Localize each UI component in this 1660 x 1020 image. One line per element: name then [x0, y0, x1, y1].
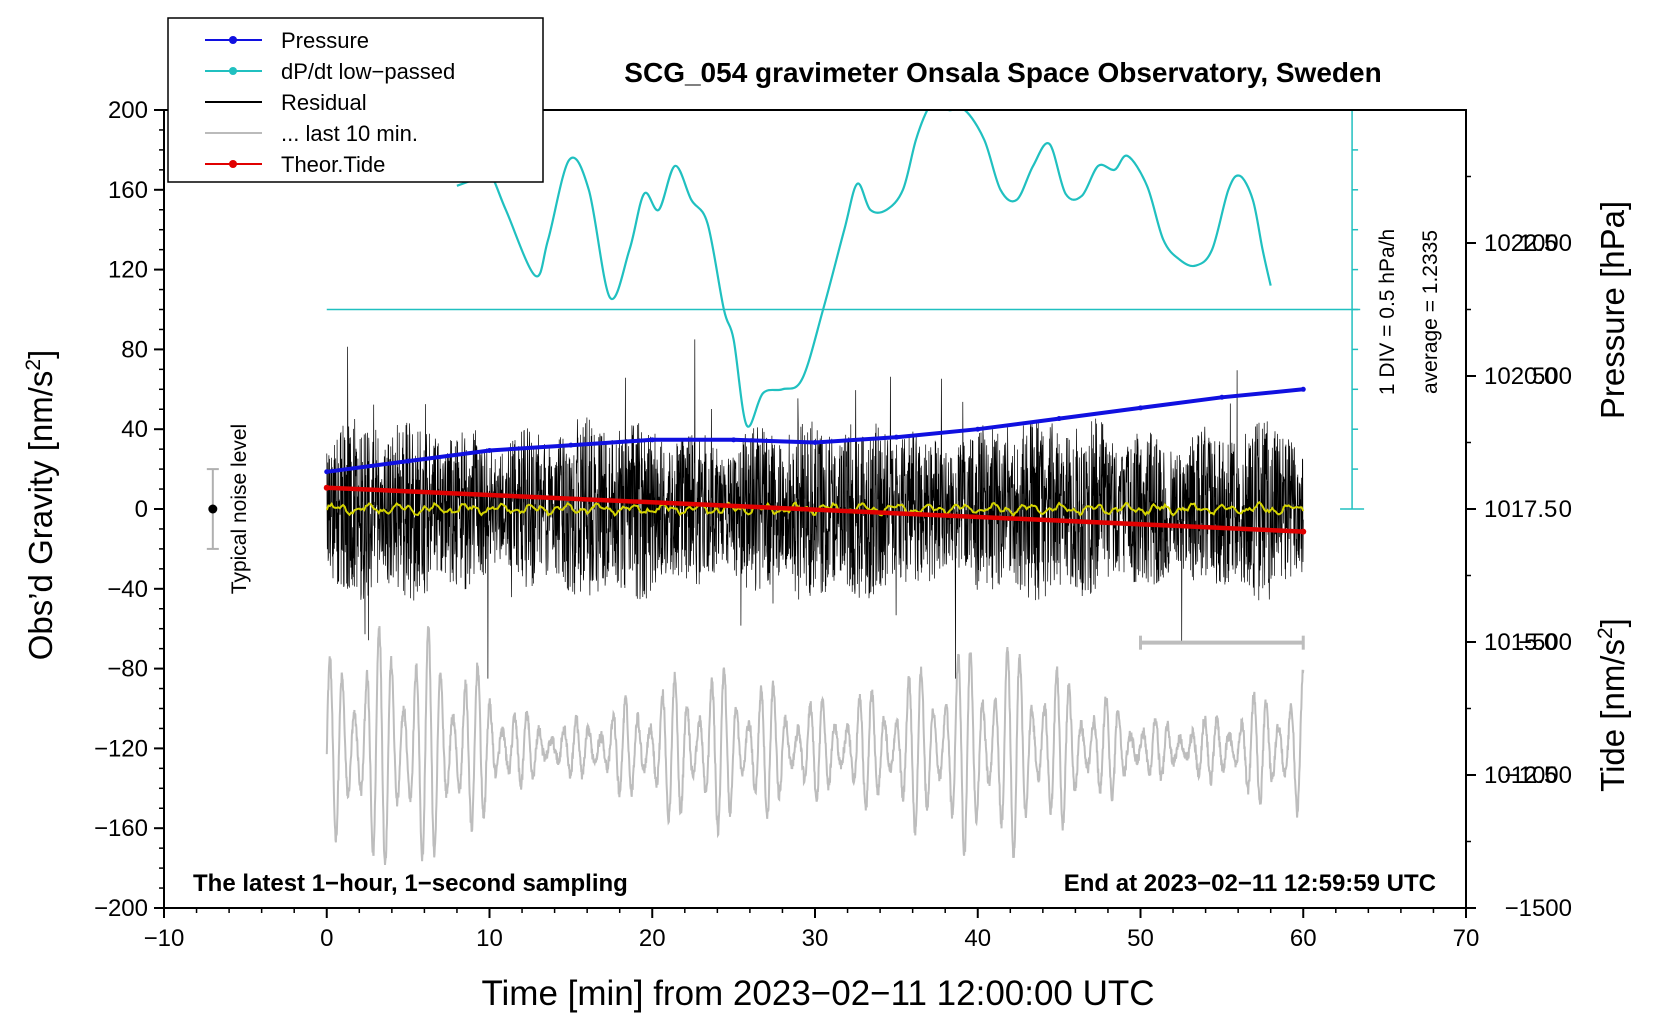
- legend-marker: [229, 36, 237, 44]
- legend-marker: [229, 67, 237, 75]
- tide-tick-label: 500: [1532, 363, 1572, 390]
- tide-tick-label: 0: [1559, 496, 1572, 523]
- theor-tide-line: [326, 485, 1304, 534]
- x-tick-label: −10: [144, 925, 185, 952]
- theor-tide-point: [323, 484, 330, 491]
- y-tick-label: 80: [121, 336, 148, 363]
- tide-axis-title-suffix: ]: [1594, 618, 1631, 627]
- legend-label: Pressure: [281, 28, 369, 53]
- pressure-point: [1300, 386, 1306, 392]
- legend-label: Residual: [281, 90, 367, 115]
- noise-bar-center: [208, 504, 218, 514]
- residual-smoothed-layer: [325, 500, 1305, 518]
- dpdt-line: [456, 98, 1272, 428]
- pressure-point: [1219, 394, 1225, 400]
- x-tick-label: 60: [1290, 925, 1317, 952]
- theor-tide-layer: [323, 484, 1307, 535]
- x-tick-label: 10: [476, 925, 503, 952]
- y-axis-title-suffix: ]: [22, 350, 59, 359]
- pressure-tick-label: 1012.5: [1484, 762, 1557, 789]
- y-tick-label: −200: [94, 895, 148, 922]
- pressure-layer: [324, 386, 1306, 475]
- y-tick-label: 200: [108, 97, 148, 124]
- legend-box: [167, 17, 544, 183]
- x-axis-title: Time [min] from 2023−02−11 12:00:00 UTC: [481, 974, 1154, 1013]
- x-tick-label: 40: [964, 925, 991, 952]
- tide-tick-label: −1500: [1505, 895, 1572, 922]
- pressure-axis-title: Pressure [hPa]: [1594, 201, 1631, 419]
- tide-axis-title-prefix: Tide [nm/s: [1594, 639, 1631, 792]
- y-axis-title-sup: 2: [22, 359, 45, 371]
- y-tick-label: −160: [94, 815, 148, 842]
- residual-trace-layer: [326, 339, 1304, 679]
- y-tick-label: 160: [108, 177, 148, 204]
- y-tick-label: −40: [107, 576, 148, 603]
- annotations-layer: [206, 468, 1305, 650]
- y-tick-label: −80: [107, 656, 148, 683]
- pressure-point: [487, 447, 492, 453]
- x-tick-label: 0: [320, 925, 333, 952]
- y-axis-title: Obs’d Gravity [nm/s2]: [22, 350, 59, 661]
- last10-trace: [325, 625, 1305, 865]
- footer-left-label: The latest 1−hour, 1−second sampling: [193, 870, 628, 897]
- pressure-point: [1138, 405, 1143, 411]
- y-tick-label: −120: [94, 735, 148, 762]
- y-tick-label: 120: [108, 257, 148, 284]
- pressure-point: [975, 426, 981, 432]
- legend-marker: [229, 160, 237, 168]
- pressure-point: [1056, 416, 1062, 422]
- pressure-tick-label: 1015.0: [1484, 629, 1557, 656]
- legend-label: Theor.Tide: [281, 152, 385, 177]
- y-tick-label: 40: [121, 416, 148, 443]
- residual-trace: [326, 339, 1304, 679]
- theor-tide-point: [1300, 528, 1307, 535]
- pressure-point: [405, 458, 411, 464]
- legend-label: ... last 10 min.: [281, 121, 418, 146]
- pressure-point: [324, 469, 330, 475]
- tide-tick-label: 1000: [1519, 230, 1572, 257]
- footer-right-label: End at 2023−02−11 12:59:59 UTC: [1064, 870, 1436, 897]
- pressure-point: [568, 442, 574, 448]
- legend-label: dP/dt low−passed: [281, 59, 455, 84]
- y-tick-label: 0: [135, 496, 148, 523]
- x-tick-label: 30: [802, 925, 829, 952]
- pressure-point: [649, 437, 655, 443]
- pressure-point: [731, 437, 737, 443]
- tide-axis-title-sup: 2: [1594, 627, 1617, 639]
- pressure-point: [893, 434, 899, 440]
- scale-average-label: average = 1.2335: [1419, 230, 1442, 394]
- x-tick-label: 50: [1127, 925, 1154, 952]
- legend: Pressure dP/dt low−passed Residual ... last…: [167, 17, 544, 183]
- x-tick-label: 20: [639, 925, 666, 952]
- noise-level-label: Typical noise level: [228, 424, 251, 594]
- axes-layer: −10 0 10 20 30 40 50 60 70 200 160 120 80 40 0 −40 −80 −1…: [94, 97, 1572, 952]
- dpdt-layer: [326, 98, 1365, 510]
- pressure-tick-label: 1017.5: [1484, 496, 1557, 523]
- scale-div-label: 1 DIV = 0.5 hPa/h: [1376, 229, 1399, 395]
- tide-axis-title: Tide [nm/s2]: [1594, 618, 1631, 792]
- chart-title: SCG_054 gravimeter Onsala Space Observat…: [624, 57, 1381, 88]
- x-tick-label: 70: [1453, 925, 1480, 952]
- tide-tick-label: −500: [1518, 629, 1572, 656]
- tide-tick-label: −1000: [1505, 762, 1572, 789]
- tide-trace-layer: [325, 625, 1305, 865]
- residual-smoothed-line: [325, 500, 1305, 518]
- y-axis-title-prefix: Obs’d Gravity [nm/s: [22, 371, 59, 661]
- pressure-tick-label: 1020.0: [1484, 363, 1557, 390]
- pressure-tick-label: 1022.5: [1484, 230, 1557, 257]
- pressure-point: [812, 440, 818, 445]
